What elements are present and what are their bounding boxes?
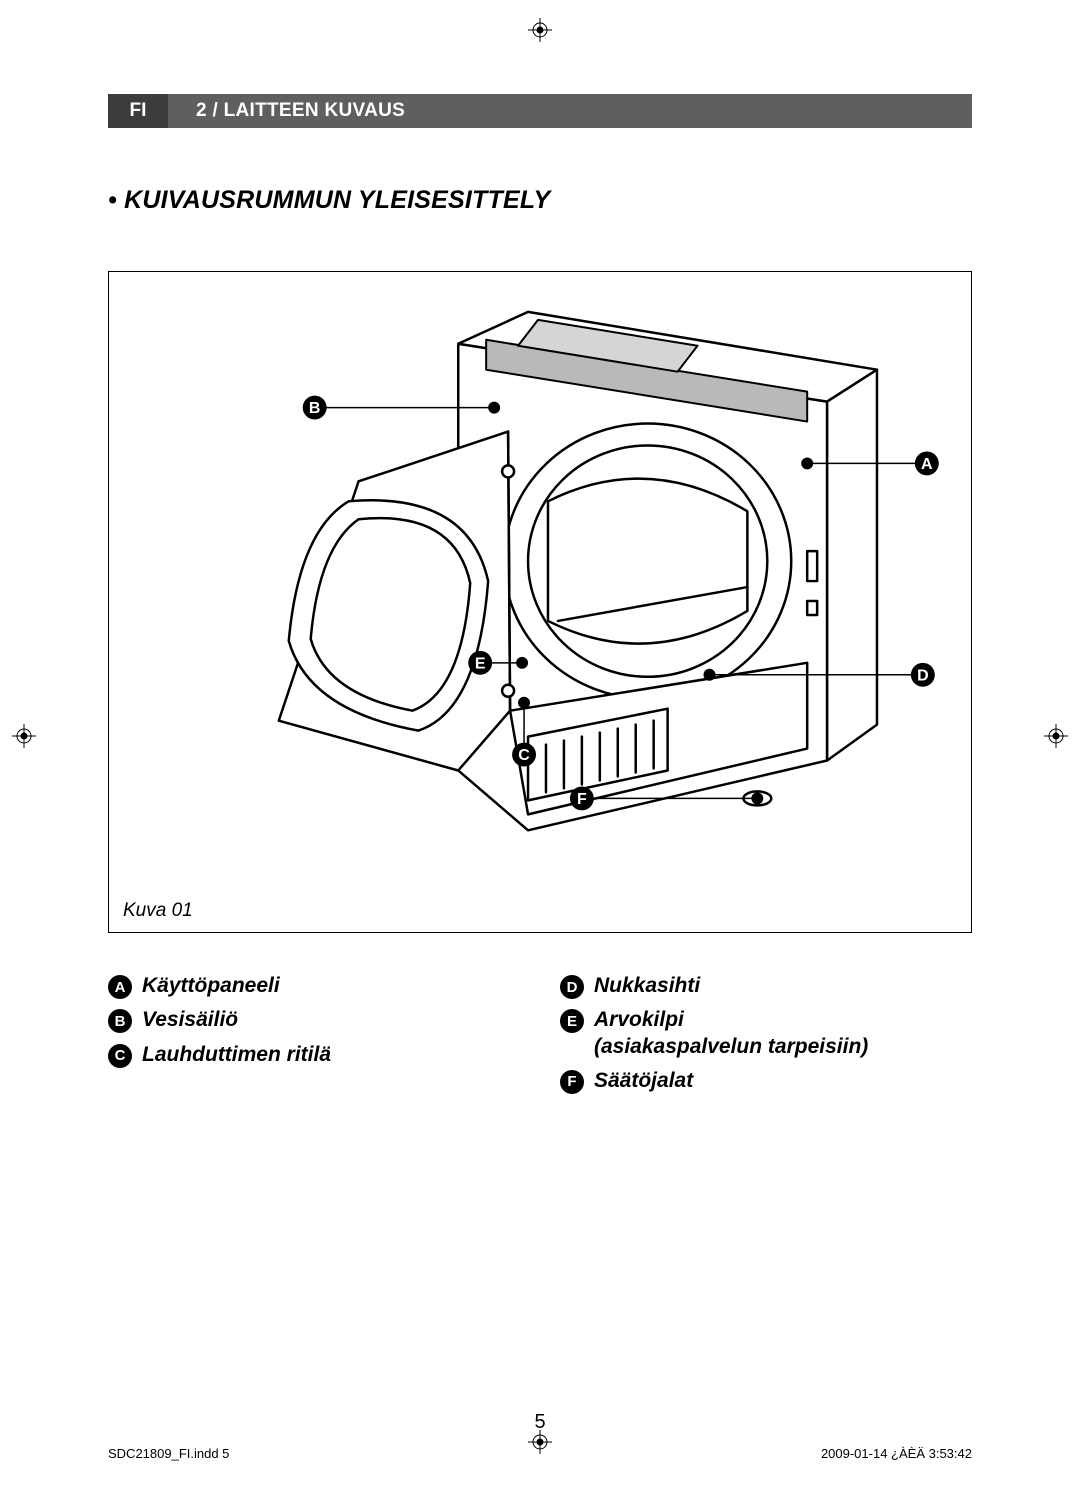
legend-item: B Vesisäiliö xyxy=(108,1007,520,1033)
dryer-diagram: A B C D E F xyxy=(109,272,971,932)
section-header-title: 2 / LAITTEEN KUVAUS xyxy=(168,100,405,122)
footer-timestamp: 2009-01-14 ¿ÀÈÄ 3:53:42 xyxy=(821,1446,972,1461)
language-code: FI xyxy=(108,94,168,128)
figure-caption: Kuva 01 xyxy=(123,900,193,922)
page-content: FI 2 / LAITTEEN KUVAUS • KUIVAUSRUMMUN Y… xyxy=(108,94,972,1094)
legend-item: C Lauhduttimen ritilä xyxy=(108,1042,520,1068)
figure-container: A B C D E F Kuva 01 xyxy=(108,271,972,933)
legend-letter-badge: F xyxy=(560,1070,584,1094)
legend-letter-badge: B xyxy=(108,1009,132,1033)
legend-letter-badge: C xyxy=(108,1044,132,1068)
svg-text:F: F xyxy=(577,791,587,808)
section-title: • KUIVAUSRUMMUN YLEISESITTELY xyxy=(108,186,972,215)
legend-item: A Käyttöpaneeli xyxy=(108,973,520,999)
registration-mark-icon xyxy=(1044,724,1068,748)
svg-text:C: C xyxy=(518,747,530,764)
page-number: 5 xyxy=(108,1411,972,1434)
legend-text: Vesisäiliö xyxy=(142,1007,238,1033)
svg-text:B: B xyxy=(309,400,321,417)
legend-column-left: A Käyttöpaneeli B Vesisäiliö C Lauhduttimen r… xyxy=(108,973,520,1094)
legend-text: Lauhduttimen ritilä xyxy=(142,1042,331,1068)
legend-item: F Säätöjalat xyxy=(560,1068,972,1094)
svg-text:E: E xyxy=(475,655,486,672)
registration-mark-icon xyxy=(12,724,36,748)
legend-text: Arvokilpi(asiakaspalvelun tarpeisiin) xyxy=(594,1007,868,1060)
legend: A Käyttöpaneeli B Vesisäiliö C Lauhduttimen r… xyxy=(108,973,972,1094)
legend-column-right: D Nukkasihti E Arvokilpi(asiakaspalvelun ta… xyxy=(560,973,972,1094)
print-footer: SDC21809_FI.indd 5 2009-01-14 ¿ÀÈÄ 3:53:… xyxy=(108,1446,972,1461)
legend-text: Käyttöpaneeli xyxy=(142,973,280,999)
legend-text: Säätöjalat xyxy=(594,1068,693,1094)
registration-mark-icon xyxy=(528,18,552,42)
legend-item: D Nukkasihti xyxy=(560,973,972,999)
svg-text:D: D xyxy=(917,667,929,684)
legend-item: E Arvokilpi(asiakaspalvelun tarpeisiin) xyxy=(560,1007,972,1060)
legend-letter-badge: D xyxy=(560,975,584,999)
svg-text:A: A xyxy=(921,456,933,473)
legend-text: Nukkasihti xyxy=(594,973,700,999)
section-header-bar: FI 2 / LAITTEEN KUVAUS xyxy=(108,94,972,128)
legend-letter-badge: A xyxy=(108,975,132,999)
footer-file: SDC21809_FI.indd 5 xyxy=(108,1446,229,1461)
legend-letter-badge: E xyxy=(560,1009,584,1033)
